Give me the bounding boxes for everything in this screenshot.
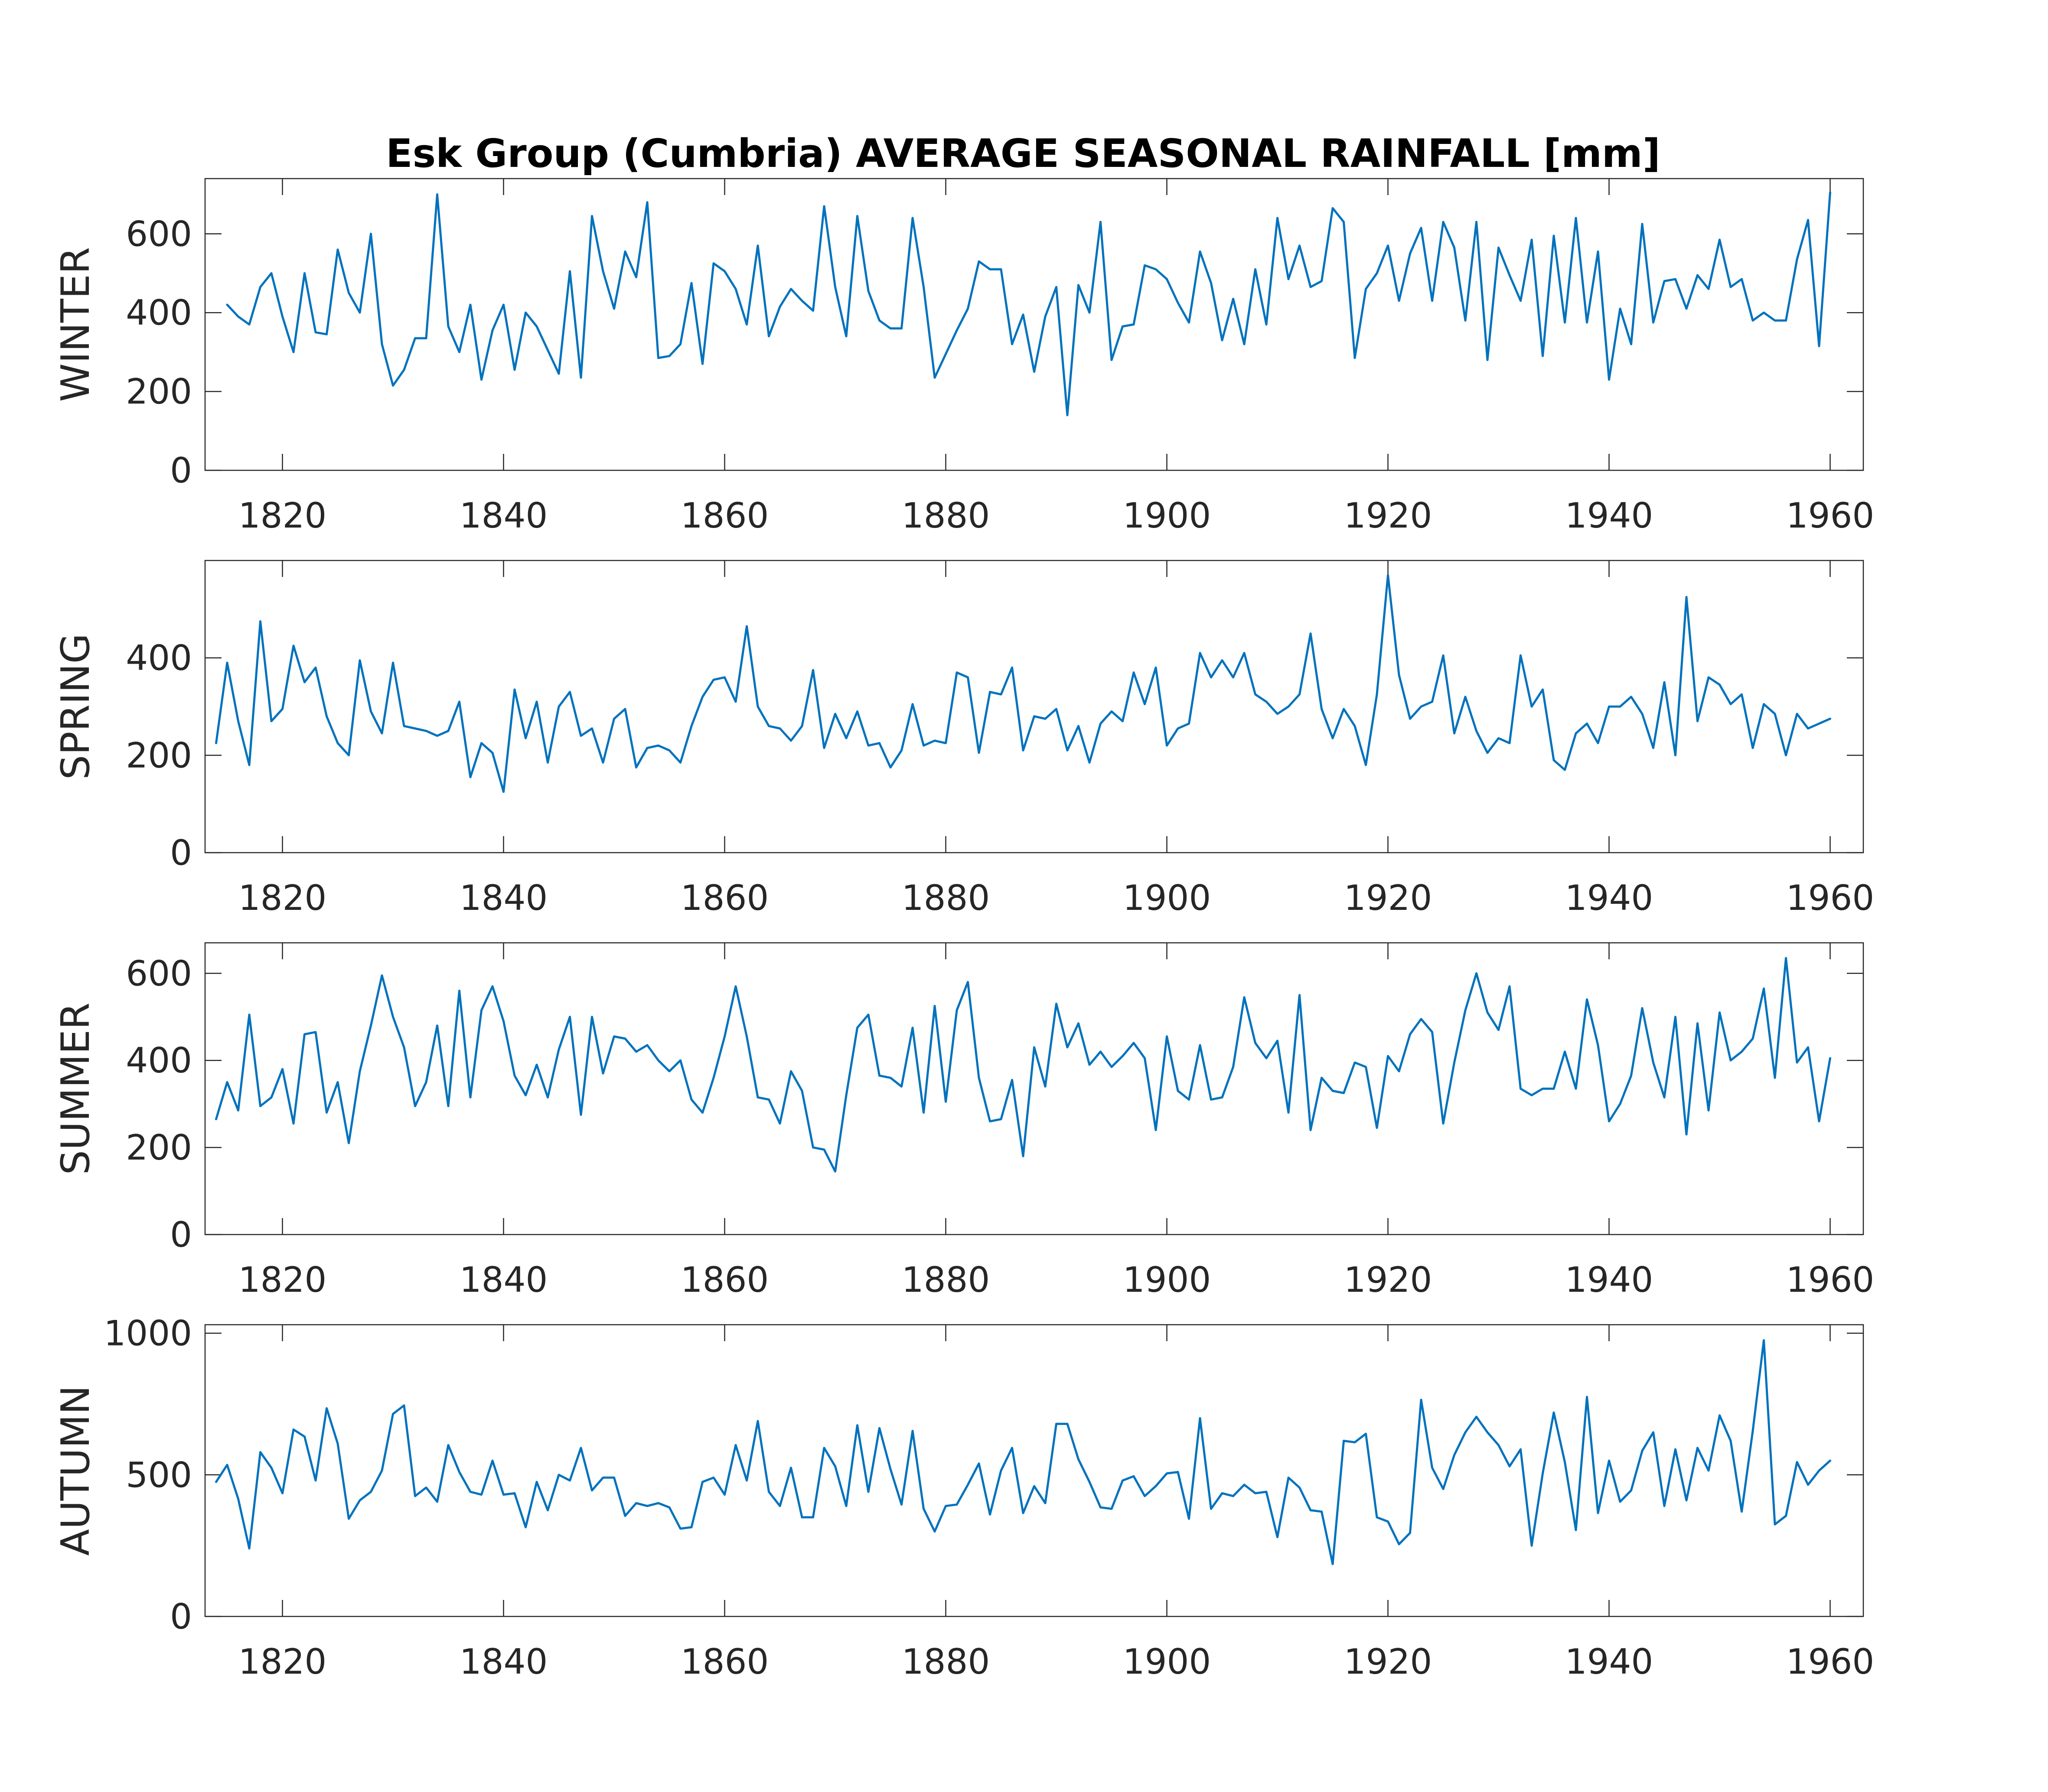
y-tick-label: 200 [126, 371, 192, 412]
x-tick-label: 1940 [1565, 495, 1653, 536]
subplot-summer: 1820 1840 1860 1880 1900 1920 1940 1960 0 200 400 6… [53, 942, 1875, 1300]
y-axis-label: SUMMER [53, 1003, 98, 1175]
x-tick-label: 1920 [1344, 1260, 1432, 1300]
y-tick-label: 200 [126, 1127, 192, 1168]
x-tick-label: 1840 [460, 878, 548, 918]
chart-title: Esk Group (Cumbria) AVERAGE SEASONAL RAI… [386, 131, 1660, 176]
x-tick-label: 1960 [1786, 1260, 1875, 1300]
x-tick-label: 1920 [1344, 495, 1432, 536]
y-tick-label: 1000 [104, 1313, 192, 1354]
x-tick-label: 1840 [460, 1642, 548, 1682]
x-tick-label: 1820 [238, 495, 327, 536]
x-tick-label: 1940 [1565, 878, 1653, 918]
x-tick-label: 1820 [238, 878, 327, 918]
x-tick-label: 1840 [460, 495, 548, 536]
y-tick-label: 600 [126, 214, 192, 254]
y-tick-label: 0 [170, 833, 192, 873]
series-line-summer [215, 957, 1831, 1173]
axes-box [204, 560, 1864, 854]
x-tick-label: 1880 [902, 495, 990, 536]
series-line-winter [226, 191, 1831, 417]
axes-box [204, 942, 1864, 1235]
x-tick-label: 1880 [902, 878, 990, 918]
x-tick-label: 1960 [1786, 1642, 1875, 1682]
x-tick-label: 1940 [1565, 1260, 1653, 1300]
x-tick-label: 1920 [1344, 878, 1432, 918]
x-tick-label: 1900 [1123, 1260, 1211, 1300]
x-tick-label: 1820 [238, 1260, 327, 1300]
x-tick-label: 1840 [460, 1260, 548, 1300]
subplot-winter: 1820 1840 1860 1880 1900 1920 1940 1960 0 200 400 6… [53, 178, 1875, 536]
x-tick-label: 1900 [1123, 495, 1211, 536]
y-tick-label: 0 [170, 1215, 192, 1255]
y-axis-label: WINTER [53, 247, 98, 402]
y-tick-label: 500 [126, 1455, 192, 1495]
y-tick-label: 0 [170, 1597, 192, 1637]
series-line-spring [215, 574, 1831, 793]
axes-box [204, 1324, 1864, 1617]
x-tick-label: 1860 [681, 878, 769, 918]
x-tick-label: 1880 [902, 1260, 990, 1300]
subplot-panels: 1820 1840 1860 1880 1900 1920 1940 1960 0 200 400 6… [53, 178, 1875, 1682]
y-tick-label: 400 [126, 1040, 192, 1081]
y-tick-label: 400 [126, 638, 192, 678]
y-tick-label: 400 [126, 293, 192, 333]
x-tick-label: 1960 [1786, 495, 1875, 536]
y-tick-label: 600 [126, 953, 192, 994]
subplot-autumn: 1820 1840 1860 1880 1900 1920 1940 1960 0 500 1000… [53, 1313, 1874, 1682]
x-tick-label: 1860 [681, 495, 769, 536]
x-tick-label: 1900 [1123, 1642, 1211, 1682]
axes-box [204, 178, 1864, 471]
series-line-autumn [215, 1339, 1831, 1565]
y-tick-label: 200 [126, 735, 192, 775]
x-tick-label: 1960 [1786, 878, 1875, 918]
x-tick-label: 1940 [1565, 1642, 1653, 1682]
subplot-spring: 1820 1840 1860 1880 1900 1920 1940 1960 0 200 400 S… [53, 560, 1874, 918]
y-tick-label: 0 [170, 450, 192, 491]
x-tick-label: 1920 [1344, 1642, 1432, 1682]
x-tick-label: 1860 [681, 1260, 769, 1300]
x-tick-label: 1900 [1123, 878, 1211, 918]
x-tick-label: 1880 [902, 1642, 990, 1682]
x-tick-label: 1860 [681, 1642, 769, 1682]
y-axis-label: AUTUMN [53, 1385, 98, 1556]
y-axis-label: SPRING [53, 633, 98, 780]
x-tick-label: 1820 [238, 1642, 327, 1682]
